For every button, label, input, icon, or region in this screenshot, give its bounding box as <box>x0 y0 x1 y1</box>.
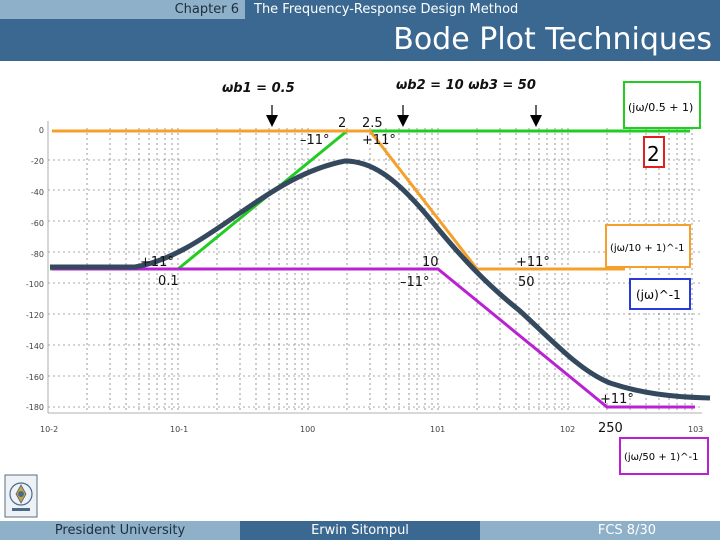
y-tick-label: 0 <box>39 126 44 135</box>
label-minus11-a: –11° <box>300 133 330 148</box>
legend-lag-factor-10: (jω/10 + 1)^-1 <box>610 243 685 254</box>
x-tick-label: 100 <box>300 425 315 434</box>
x-tick-label: 103 <box>688 425 703 434</box>
x-tick-labels: 10-2 10-1 100 101 102 103 <box>40 425 703 434</box>
y-tick-label: -80 <box>31 250 44 259</box>
x-tick-label: 10-2 <box>40 425 58 434</box>
y-tick-label: -100 <box>26 280 44 289</box>
y-tick-label: -40 <box>31 188 44 197</box>
label-minus11-b: –11° <box>400 275 430 290</box>
footer-bar: President University Erwin Sitompul FCS … <box>0 521 720 540</box>
legend-gain: 2 <box>647 142 660 166</box>
legend-box-lag10 <box>605 224 691 268</box>
arrow-wb2 <box>397 105 409 127</box>
bode-plot: 0 -20 -40 -60 -80 -100 -120 -140 -160 -1… <box>26 78 711 475</box>
label-10: 10 <box>422 255 439 270</box>
plot-frame <box>47 121 702 414</box>
legend-integrator: (jω)^-1 <box>636 288 681 302</box>
orange-asymptote <box>52 129 625 271</box>
footer-author: Erwin Sitompul <box>240 521 480 540</box>
label-250: 250 <box>598 421 623 436</box>
footer-page: FCS 8/30 <box>480 521 720 540</box>
footer-institution: President University <box>0 521 240 540</box>
actual-magnitude-curve <box>50 158 711 401</box>
legend-box-lead <box>623 81 701 129</box>
legend-lead-factor: (jω/0.5 + 1) <box>628 101 693 114</box>
y-tick-label: -160 <box>26 373 44 382</box>
label-2: 2 <box>338 116 346 131</box>
title-band <box>0 19 720 61</box>
label-plus11-d: +11° <box>600 392 634 407</box>
x-tick-label: 10-1 <box>170 425 188 434</box>
label-plus11-b: +11° <box>140 255 174 270</box>
label-50: 50 <box>518 275 535 290</box>
y-tick-labels: 0 -20 -40 -60 -80 -100 -120 -140 -160 -1… <box>26 126 44 412</box>
label-plus11-a: +11° <box>362 133 396 148</box>
legend-lag-factor-50: (jω/50 + 1)^-1 <box>624 452 699 463</box>
chapter-title: The Frequency-Response Design Method <box>254 2 519 17</box>
label-2-5: 2.5 <box>362 116 383 131</box>
wb1-label: ωb1 = 0.5 <box>222 81 295 96</box>
chapter-label: Chapter 6 <box>0 0 245 19</box>
label-0-1: 0.1 <box>158 274 179 289</box>
y-tick-label: -20 <box>31 157 44 166</box>
arrow-wb3 <box>530 105 542 127</box>
slide-title: Bode Plot Techniques <box>393 22 712 57</box>
legend-box-integrator <box>629 278 691 310</box>
x-tick-label: 101 <box>430 425 445 434</box>
x-tick-label: 102 <box>560 425 575 434</box>
y-tick-label: -140 <box>26 342 44 351</box>
legend-box-lag50 <box>619 437 709 475</box>
y-tick-label: -120 <box>26 311 44 320</box>
annotations: ωb1 = 0.5 ωb2 = 10 ωb3 = 50 2 2.5 –11° +… <box>140 78 634 436</box>
y-tick-label: -180 <box>26 403 44 412</box>
y-tick-label: -60 <box>31 219 44 228</box>
arrow-wb1 <box>266 105 278 127</box>
purple-asymptote <box>52 267 695 409</box>
university-logo <box>4 474 38 518</box>
wb2-wb3-label: ωb2 = 10 ωb3 = 50 <box>396 78 536 93</box>
legend-box-gain <box>643 136 665 168</box>
label-plus11-c: +11° <box>516 255 550 270</box>
